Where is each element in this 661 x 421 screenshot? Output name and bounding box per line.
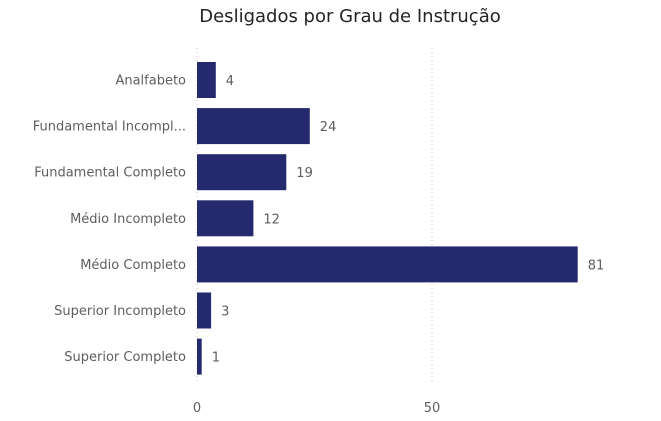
chart-title: Desligados por Grau de Instrução [199, 6, 501, 27]
bar-1[interactable] [197, 108, 310, 145]
category-label-0: Analfabeto [115, 74, 186, 89]
value-label-4: 81 [588, 258, 605, 273]
category-label-1: Fundamental Incompl... [33, 120, 186, 135]
category-label-2: Fundamental Completo [34, 166, 186, 181]
bar-3[interactable] [197, 200, 254, 237]
value-label-5: 3 [221, 305, 229, 320]
value-label-0: 4 [226, 74, 234, 89]
x-tick-label-0: 0 [193, 401, 201, 416]
category-label-5: Superior Incompleto [54, 304, 186, 319]
bar-6[interactable] [197, 338, 202, 375]
category-label-3: Médio Incompleto [70, 212, 186, 227]
category-label-4: Médio Completo [80, 258, 186, 273]
bar-2[interactable] [197, 154, 287, 191]
value-label-6: 1 [212, 351, 220, 366]
value-label-2: 19 [296, 166, 313, 181]
value-label-3: 12 [263, 212, 280, 227]
bar-0[interactable] [197, 62, 216, 98]
x-tick-label-50: 50 [424, 401, 441, 416]
category-label-6: Superior Completo [64, 350, 186, 365]
bar-5[interactable] [197, 292, 212, 329]
value-label-1: 24 [320, 120, 337, 135]
bar-4[interactable] [197, 246, 578, 283]
